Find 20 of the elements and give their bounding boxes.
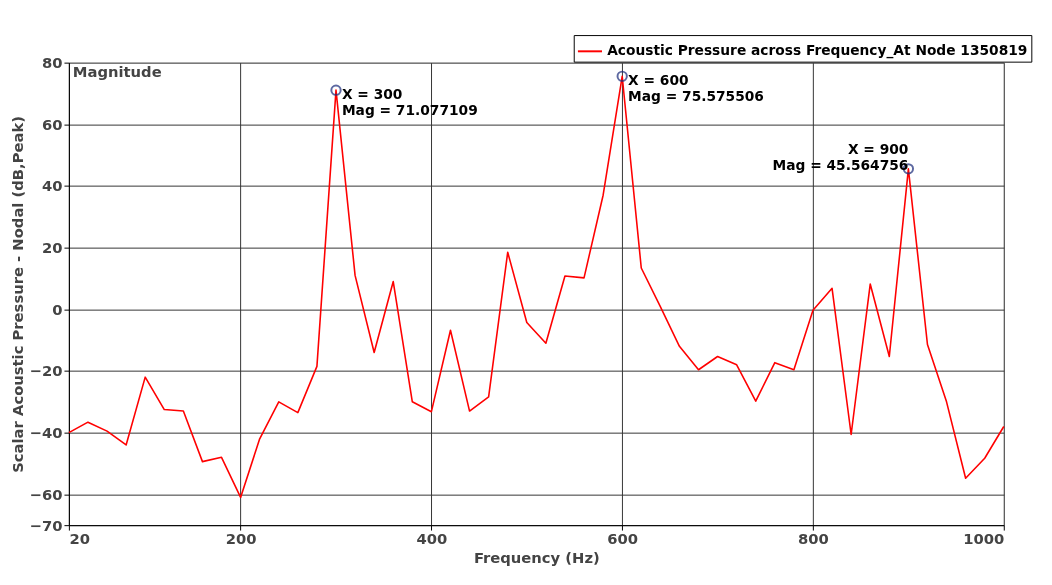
y-tick-label: −60 — [29, 485, 63, 503]
y-tick-label: −20 — [29, 362, 63, 380]
x-tick-label: 20 — [69, 530, 90, 548]
x-tick-label: 600 — [607, 530, 639, 548]
y-tick-label: 40 — [41, 177, 63, 195]
y-axis-title: Scalar Acoustic Pressure - Nodal (dB,Peak) — [8, 116, 26, 473]
annotation: X = 600 Mag = 75.575506 — [628, 72, 764, 104]
x-tick-label: 800 — [798, 530, 829, 548]
y-tick-label: −40 — [29, 424, 63, 442]
x-tick-label: 1000 — [963, 530, 1005, 548]
y-tick-label: 0 — [52, 300, 63, 318]
x-tick-label: 200 — [225, 530, 257, 548]
y-tick-label: 80 — [41, 54, 63, 72]
x-axis-title: Frequency (Hz) — [473, 549, 600, 567]
chart-title: Magnitude — [72, 63, 162, 81]
x-tick-label: 400 — [416, 530, 448, 548]
legend-label: Acoustic Pressure across Frequency_At Node 1350819 — [607, 42, 1028, 60]
y-tick-label: 60 — [41, 115, 63, 133]
y-tick-label: −70 — [29, 516, 63, 534]
y-tick-label: 20 — [41, 239, 63, 257]
